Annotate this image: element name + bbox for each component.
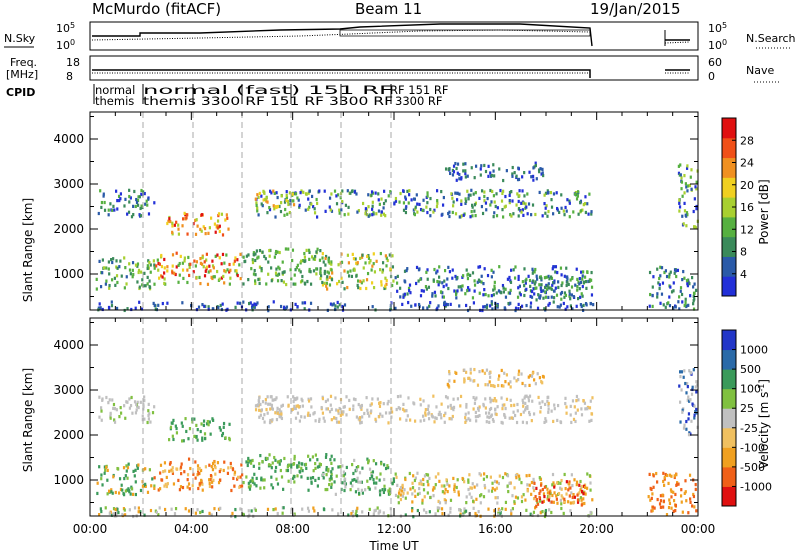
colorbar-tick-label: 500	[740, 363, 761, 376]
beam-title: Beam 11	[355, 0, 422, 18]
colorbar-tick-label: -1000	[740, 480, 772, 493]
y-tick-label: 4000	[53, 132, 84, 146]
cpid-last-line2: 3300 RF	[395, 94, 443, 108]
velocity-x-axis: 00:00 04:00 08:00 12:00 16:00 20:00 00:00	[73, 318, 716, 536]
colorbar-swatch	[722, 486, 736, 507]
colorbar-swatch	[722, 137, 736, 159]
colorbar-swatch	[722, 236, 736, 257]
colorbar-tick-label: 4	[740, 268, 747, 281]
velocity-colorbar: -1000 -500 -100 -25 25 100 500 1000	[721, 329, 772, 507]
colorbar-swatch	[722, 216, 736, 238]
station-title: McMurdo (fitACF)	[92, 0, 221, 18]
y-tick-label: 1000	[53, 473, 84, 487]
colorbar-swatch	[722, 408, 736, 429]
power-data-region	[95, 161, 699, 313]
colorbar-tick-label: 24	[740, 157, 754, 170]
nsearch-label: N.Search	[746, 32, 796, 45]
date-title: 19/Jan/2015	[590, 0, 681, 18]
power-x-axis	[89, 112, 699, 310]
x-tick-label: 12:00	[377, 522, 412, 536]
cpid-first-line1: normal	[95, 83, 135, 97]
y-tick-label: 3000	[53, 383, 84, 397]
colorbar-tick-label: 20	[740, 179, 754, 192]
nave-label: Nave	[746, 64, 774, 77]
x-tick-label: 08:00	[275, 522, 310, 536]
nave-tick-0: 0	[708, 70, 715, 83]
noise-tick-low-left: 100	[56, 38, 75, 52]
colorbar-tick-label: 1000	[740, 344, 768, 357]
colorbar-tick-label: 8	[740, 246, 747, 259]
y-tick-label: 4000	[53, 338, 84, 352]
y-tick-label: 1000	[53, 267, 84, 281]
y-tick-label: 2000	[53, 428, 84, 442]
colorbar-swatch	[722, 427, 736, 448]
x-tick-label: 04:00	[174, 522, 209, 536]
colorbar-swatch	[722, 330, 736, 351]
colorbar-swatch	[722, 177, 736, 198]
power-colorbar: 4 8 12 16 20 24 28	[721, 117, 754, 297]
power-colorbar-label: Power [dB]	[757, 179, 771, 244]
nave-tick-60: 60	[708, 56, 722, 69]
freq-label-line2: [MHz]	[6, 68, 38, 81]
velocity-y-axis: 1000 2000 3000 4000	[53, 322, 698, 503]
cpid-last-line1: RF 151 RF	[390, 83, 448, 97]
colorbar-swatch	[722, 388, 736, 409]
x-tick-label: 00:00	[73, 522, 108, 536]
noise-panel: N.Sky 105 100 105 100 N.Search	[4, 21, 796, 52]
colorbar-swatch	[722, 256, 736, 277]
frequency-panel: Freq. [MHz] 18 8 60 0 Nave	[6, 55, 780, 83]
freq-label-line1: Freq.	[10, 56, 37, 69]
noise-tick-low-right: 100	[708, 38, 727, 52]
velocity-ylabel: Slant Range [km]	[21, 368, 35, 472]
x-tick-label: 00:00	[681, 522, 716, 536]
colorbar-tick-label: -25	[740, 422, 758, 435]
freq-tick-8: 8	[66, 70, 73, 83]
power-cpid-dividers	[142, 112, 392, 310]
cpid-label: CPID	[6, 86, 35, 99]
x-tick-label: 16:00	[478, 522, 513, 536]
colorbar-tick-label: -500	[740, 461, 765, 474]
velocity-xlabel: Time UT	[368, 539, 419, 553]
nsky-label: N.Sky	[4, 32, 36, 45]
cpid-mid-line1: normal (fast) 151 RF	[143, 83, 393, 97]
colorbar-swatch	[722, 118, 736, 139]
y-tick-label: 3000	[53, 177, 84, 191]
colorbar-swatch	[722, 197, 736, 218]
colorbar-tick-label: 25	[740, 402, 754, 415]
colorbar-swatch	[722, 349, 736, 370]
colorbar-swatch	[722, 447, 736, 468]
velocity-colorbar-label: Velocity [m s-1]	[757, 379, 771, 469]
cpid-first-line2: themis	[95, 94, 134, 108]
colorbar-tick-label: 16	[740, 201, 754, 214]
freq-tick-18: 18	[66, 56, 80, 69]
noise-tick-high-right: 105	[708, 21, 727, 35]
colorbar-tick-label: -100	[740, 441, 765, 454]
colorbar-swatch	[722, 466, 736, 487]
power-ylabel: Slant Range [km]	[21, 198, 35, 302]
velocity-cpid-dividers	[142, 318, 392, 516]
y-tick-label: 2000	[53, 222, 84, 236]
velocity-data-region	[96, 367, 699, 519]
cpid-row: CPID normal themis normal (fast) 151 RF …	[6, 83, 448, 108]
colorbar-tick-label: 12	[740, 223, 754, 236]
power-panel: 1000 2000 3000 4000 Slant Range [km] 4 8 12 16…	[21, 111, 771, 313]
colorbar-tick-label: 100	[740, 383, 761, 396]
power-y-axis: 1000 2000 3000 4000	[53, 116, 698, 297]
colorbar-swatch	[722, 157, 736, 178]
colorbar-tick-label: 28	[740, 134, 754, 147]
noise-tick-high-left: 105	[56, 21, 75, 35]
x-tick-label: 20:00	[579, 522, 614, 536]
cpid-mid-line2: themis 3300 RF 151 RF 3300 RF	[143, 94, 393, 108]
colorbar-swatch	[722, 276, 736, 297]
colorbar-swatch	[722, 369, 736, 390]
velocity-panel: 1000 2000 3000 4000 00:00 04:00 08:00 12:00 16:…	[21, 317, 772, 553]
